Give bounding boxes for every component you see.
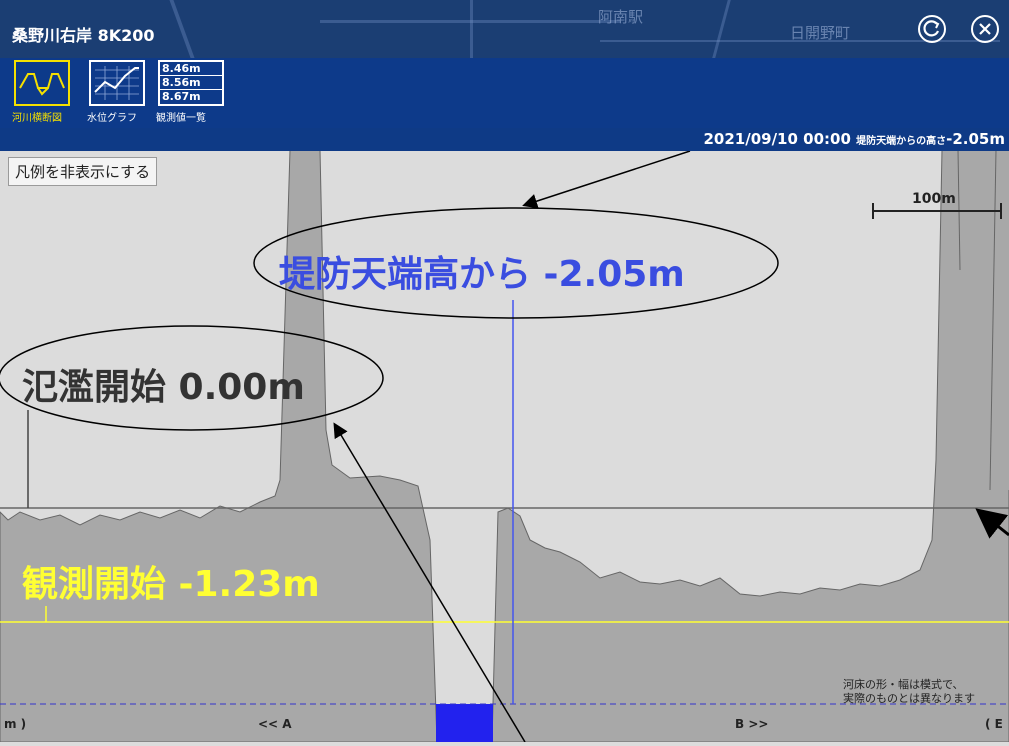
nav-b-link[interactable]: B >>: [735, 717, 769, 731]
mode-value-list[interactable]: 8.46m 8.56m 8.67m 観測値一覧: [156, 60, 224, 124]
header: 阿南駅 日開野町 桑野川右岸 8K200 河川横断図: [0, 0, 1009, 151]
nav-left-cut: m ): [4, 717, 27, 731]
close-button[interactable]: [970, 14, 1000, 44]
list-value: 8.67m: [160, 89, 222, 103]
list-value: 8.56m: [160, 75, 222, 89]
status-value: -2.05m: [946, 130, 1005, 148]
nav-right-cut: ( E: [985, 717, 1003, 731]
close-icon: [971, 15, 999, 43]
flood-start-annotation: 氾濫開始 0.00m: [22, 367, 305, 408]
cross-section-icon: [14, 60, 70, 106]
map-label: 日開野町: [790, 24, 851, 42]
mode-label: 水位グラフ: [87, 113, 137, 124]
mode-label: 河川横断図: [12, 113, 62, 124]
page-title: 桑野川右岸 8K200: [12, 26, 155, 45]
flood-annotation-ellipse: [0, 325, 384, 431]
mode-cross-section[interactable]: 河川横断図: [12, 60, 76, 124]
note-line: 河床の形・幅は模式で、: [843, 678, 964, 691]
map-background: 阿南駅 日開野町: [0, 0, 1009, 58]
status-datetime: 2021/09/10 00:00: [703, 130, 851, 148]
cross-section-chart: [0, 149, 1009, 743]
refresh-icon: [918, 15, 946, 43]
map-label: 阿南駅: [598, 8, 644, 26]
line-graph-icon: [89, 60, 145, 106]
status-bar: 2021/09/10 00:00 堤防天端からの高さ-2.05m: [0, 128, 1009, 151]
status-text: 2021/09/10 00:00 堤防天端からの高さ-2.05m: [703, 130, 1005, 148]
legend-toggle-button[interactable]: 凡例を非表示にする: [8, 157, 158, 186]
status-label: 堤防天端からの高さ: [856, 136, 947, 147]
observation-start-annotation: 観測開始 -1.23m: [22, 564, 320, 605]
dike-height-annotation: 堤防天端高から -2.05m: [279, 254, 685, 295]
dike-annotation-ellipse: [253, 207, 779, 319]
mode-water-level-graph[interactable]: 水位グラフ: [87, 60, 151, 124]
arrow-to-flood-annotation: [333, 422, 526, 743]
terrain-right: [491, 149, 1009, 743]
terrain-left: [0, 149, 438, 743]
arrow-to-dike-annotation: [522, 150, 691, 209]
arrow-to-right-dike: [975, 508, 1009, 539]
nav-a-link[interactable]: << A: [258, 717, 292, 731]
river-channel: [437, 510, 492, 742]
refresh-button[interactable]: [917, 14, 947, 44]
value-list-icon: 8.46m 8.56m 8.67m: [158, 60, 224, 106]
mode-label: 観測値一覧: [156, 113, 206, 124]
water-level: [436, 704, 493, 742]
list-value: 8.46m: [162, 62, 201, 75]
note-line: 実際のものとは異なります: [843, 692, 975, 705]
chart-note: 河床の形・幅は模式で、 実際のものとは異なります: [843, 678, 975, 706]
scale-label: 100m: [912, 191, 956, 207]
